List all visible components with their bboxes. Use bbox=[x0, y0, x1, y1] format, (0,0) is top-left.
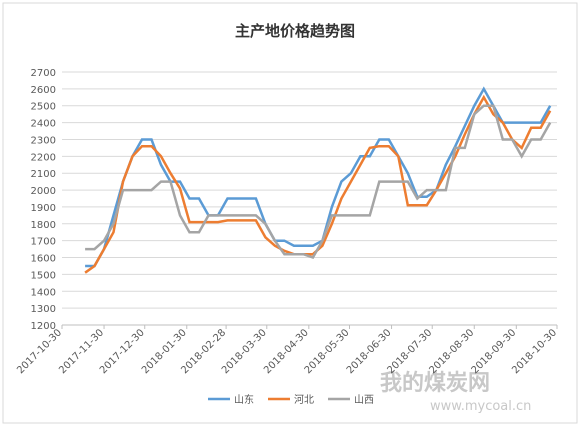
chart-title: 主产地价格趋势图 bbox=[235, 22, 355, 40]
legend-label: 山东 bbox=[234, 393, 254, 406]
legend-label: 山西 bbox=[354, 394, 374, 406]
y-tick-label: 2200 bbox=[31, 152, 56, 163]
y-tick-label: 1300 bbox=[31, 304, 56, 315]
series-line bbox=[85, 86, 552, 268]
y-tick-label: 2700 bbox=[31, 68, 56, 79]
y-tick-label: 2000 bbox=[31, 186, 56, 197]
y-tick-label: 2600 bbox=[31, 85, 56, 96]
y-tick-label: 1700 bbox=[31, 237, 56, 248]
y-tick-label: 2100 bbox=[31, 169, 56, 180]
y-tick-label: 1600 bbox=[31, 254, 56, 265]
y-tick-label: 1500 bbox=[31, 270, 56, 281]
chart-border bbox=[2, 2, 578, 424]
y-tick-label: 2300 bbox=[31, 135, 56, 146]
legend-label: 河北 bbox=[294, 394, 314, 406]
series-line bbox=[85, 104, 552, 260]
y-tick-label: 2400 bbox=[31, 119, 56, 130]
y-tick-label: 1900 bbox=[31, 203, 56, 214]
y-tick-label: 1200 bbox=[31, 321, 56, 332]
watermark: 我的煤炭网 bbox=[380, 370, 490, 396]
y-tick-label: 2500 bbox=[31, 102, 56, 113]
y-tick-label: 1800 bbox=[31, 220, 56, 231]
watermark: www.mycoal.cn bbox=[430, 399, 531, 414]
y-tick-label: 1400 bbox=[31, 287, 56, 298]
